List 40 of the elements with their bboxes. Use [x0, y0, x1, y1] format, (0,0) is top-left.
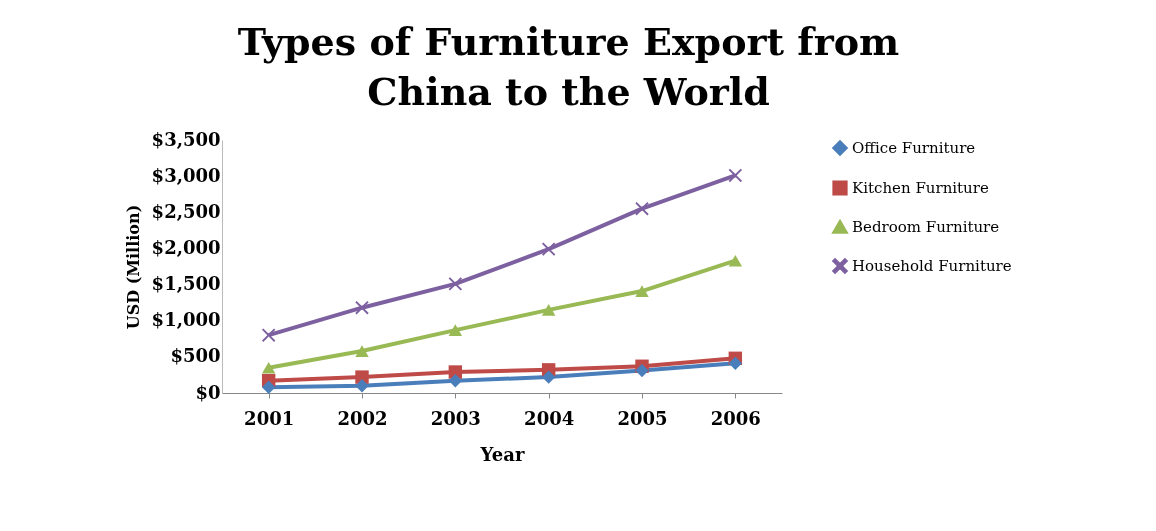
chart-title: Types of Furniture Export from China to the World	[237, 19, 900, 114]
y-tick-label: $2,000	[151, 236, 221, 258]
point	[355, 379, 369, 393]
y-tick-label: $1,500	[151, 273, 221, 295]
x-axis-title: Year	[479, 443, 525, 465]
y-tick-label: $3,000	[151, 164, 221, 186]
point	[261, 328, 276, 342]
point	[541, 242, 556, 256]
point	[728, 356, 743, 371]
y-axis-title: USD (Million)	[123, 204, 143, 330]
y-tick-label: $2,500	[151, 200, 221, 222]
point	[541, 304, 556, 316]
point	[728, 254, 743, 267]
point	[635, 285, 649, 297]
y-tick-label: $0	[195, 381, 221, 403]
x-tick-label: 2002	[337, 407, 388, 429]
y-tick-label: $500	[170, 345, 221, 367]
point	[355, 370, 369, 384]
y-tick-label: $3,500	[151, 128, 221, 150]
x-tick-label: 2004	[524, 407, 575, 429]
point	[355, 345, 369, 357]
point	[635, 363, 649, 378]
point	[261, 361, 276, 374]
point	[541, 370, 556, 384]
y-tick-label: $1,000	[151, 309, 221, 331]
x-tick-label: 2003	[430, 407, 481, 429]
point	[355, 300, 369, 315]
point	[448, 324, 463, 336]
point	[448, 374, 463, 388]
x-tick-label: 2005	[617, 407, 668, 429]
point	[448, 277, 463, 291]
point	[728, 168, 743, 183]
point	[635, 201, 649, 216]
legend-label: Office Furniture	[852, 139, 976, 157]
x-tick-label: 2006	[710, 407, 761, 429]
legend-label: Household Furniture	[852, 257, 1012, 275]
legend-label: Bedroom Furniture	[852, 218, 1000, 236]
legend-label: Kitchen Furniture	[852, 179, 989, 197]
x-tick-label: 2001	[244, 407, 295, 429]
point	[261, 380, 276, 394]
